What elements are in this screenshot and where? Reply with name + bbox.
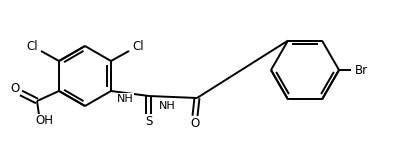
Text: O: O (10, 82, 20, 94)
Text: O: O (191, 116, 200, 130)
Text: Cl: Cl (132, 40, 144, 54)
Text: OH: OH (35, 115, 53, 128)
Text: NH: NH (159, 101, 175, 111)
Text: S: S (145, 115, 153, 128)
Text: Br: Br (355, 64, 368, 76)
Text: NH: NH (117, 94, 133, 104)
Text: Cl: Cl (26, 40, 38, 54)
